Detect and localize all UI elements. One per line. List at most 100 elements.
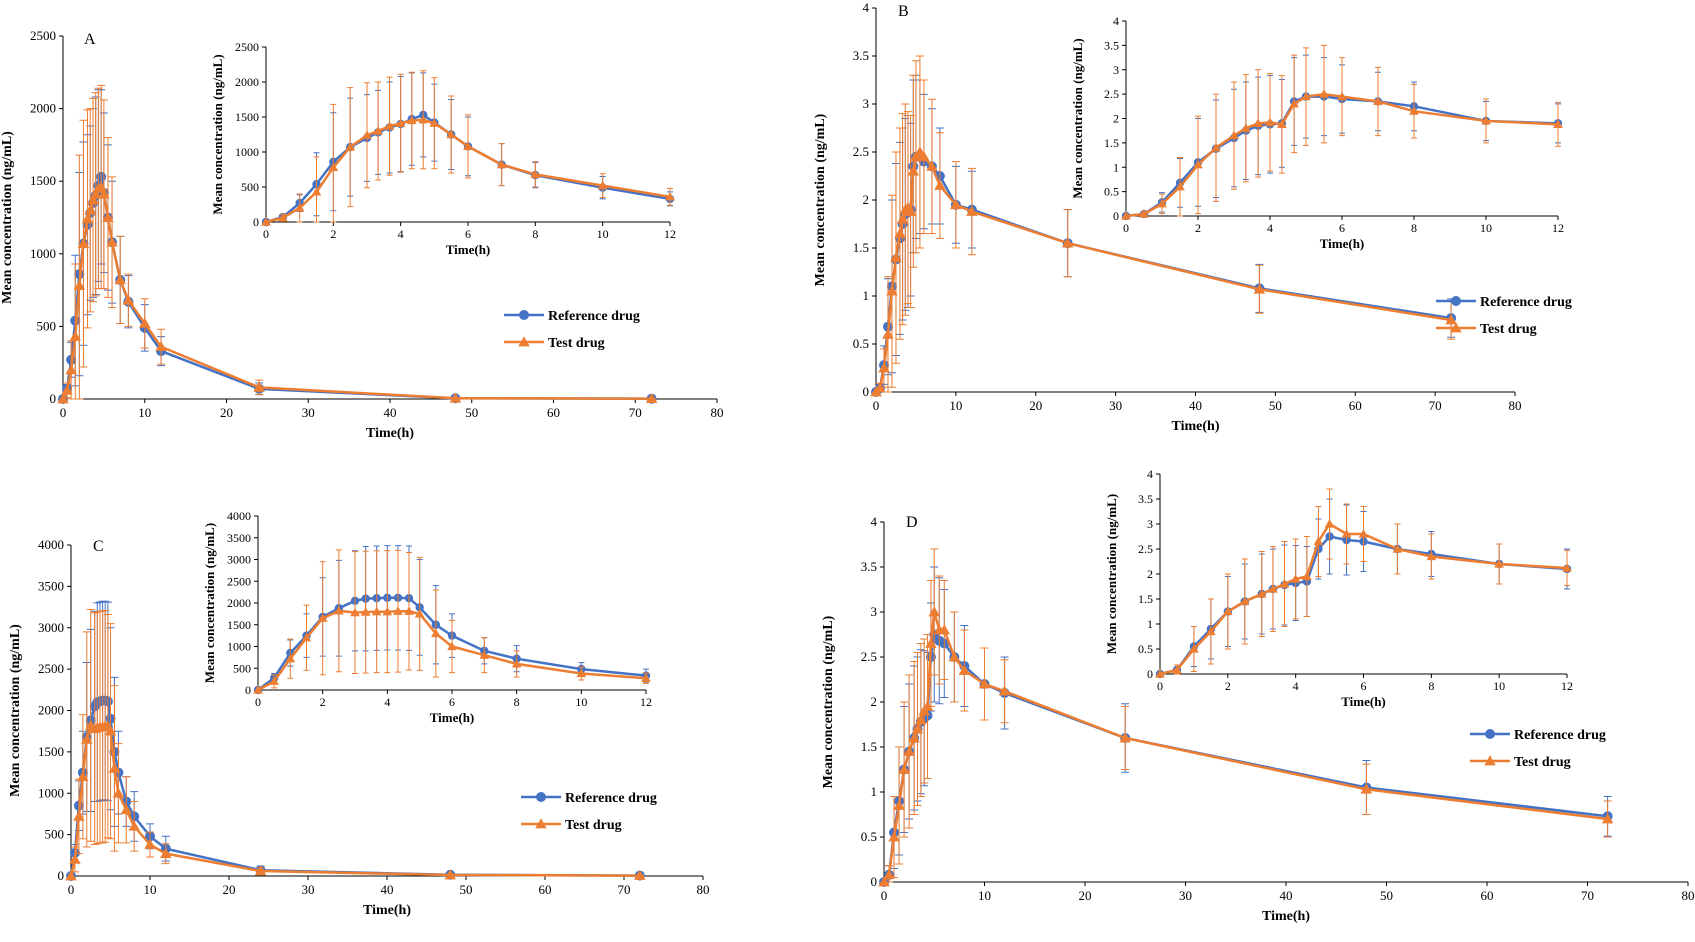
data-point	[112, 787, 125, 798]
data-point	[1358, 529, 1369, 538]
y-tick-label: 2000	[38, 703, 64, 718]
data-point	[57, 393, 69, 404]
data-point	[278, 212, 288, 222]
data-point	[429, 118, 440, 127]
x-tick-label: 0	[873, 398, 880, 413]
x-tick-label: 10	[575, 695, 587, 709]
data-point	[886, 285, 898, 296]
panel-a-inset-chart: 0 2 4 6 8 10 12 0 500 1000 1500 2000 2500 Time(h) Mean…	[210, 40, 676, 257]
y-axis-title: Mean concentration (ng/mL)	[813, 113, 828, 286]
data-point	[301, 632, 312, 642]
data-point	[1211, 142, 1221, 152]
x-tick-label: 40	[1189, 398, 1202, 413]
data-point	[1268, 584, 1278, 593]
y-tick-label: 2500	[30, 28, 56, 43]
x-axis-title: Time(h)	[1320, 236, 1365, 251]
series-reference-drug	[879, 566, 1613, 887]
data-point	[894, 227, 906, 238]
data-point	[1229, 130, 1239, 140]
data-point	[1223, 606, 1233, 616]
data-point	[373, 126, 383, 135]
x-tick-label: 40	[1280, 888, 1293, 903]
x-tick-label: 2	[320, 695, 326, 709]
y-tick-label: 2000	[30, 101, 56, 116]
data-point	[395, 118, 406, 127]
series-test-drug	[878, 548, 1614, 887]
data-point	[1313, 536, 1324, 546]
x-tick-label: 12	[1561, 679, 1573, 693]
x-tick-label: 8	[1411, 221, 1417, 235]
y-tick-label: 1.5	[853, 240, 869, 255]
x-tick-label: 6	[465, 227, 471, 241]
y-tick-label: 1000	[235, 145, 259, 159]
y-tick-label: 1.5	[1138, 592, 1153, 606]
y-axis-title: Mean concentration (ng/mL)	[1104, 494, 1119, 654]
x-tick-label: 10	[597, 227, 609, 241]
data-point	[1256, 589, 1267, 598]
data-point	[1494, 559, 1504, 568]
y-tick-label: 1500	[235, 110, 259, 124]
data-point	[89, 188, 102, 199]
data-point	[1301, 91, 1311, 101]
y-tick-label: 0.5	[853, 336, 869, 351]
data-point	[1061, 237, 1074, 248]
data-point	[73, 279, 86, 291]
data-point	[128, 820, 140, 831]
data-point	[1341, 529, 1352, 538]
y-tick-label: 4000	[227, 509, 251, 523]
x-tick-label: 80	[697, 882, 710, 897]
y-tick-label: 1	[871, 784, 878, 799]
data-point	[1175, 181, 1185, 191]
x-axis-title: Time(h)	[1172, 419, 1220, 434]
data-point	[404, 606, 414, 615]
legend-label: Test drug	[1480, 322, 1537, 337]
x-tick-label: 10	[1493, 679, 1505, 693]
data-point	[360, 607, 371, 616]
y-tick-label: 0	[863, 384, 870, 399]
x-tick-label: 50	[1269, 398, 1282, 413]
y-tick-label: 1.5	[861, 739, 877, 754]
panel-d-inset-chart: 0 2 4 6 8 10 12 0 0.5 1 1.5 2 2.5 3 3.5 4 Time(h) Mean co…	[1104, 467, 1573, 709]
data-point	[334, 606, 344, 615]
x-tick-label: 80	[711, 405, 724, 420]
y-axis-title: Mean concentration (ng/mL)	[821, 615, 836, 788]
data-point	[915, 714, 927, 725]
legend: Reference drug Test drug	[1436, 295, 1572, 337]
x-tick-label: 4	[398, 227, 404, 241]
y-tick-label: 2.5	[1104, 87, 1119, 101]
panel-letter: D	[906, 514, 918, 531]
legend-label: Reference drug	[1480, 295, 1572, 310]
y-tick-label: 2000	[235, 75, 259, 89]
x-tick-label: 50	[460, 882, 473, 897]
data-point	[958, 664, 971, 675]
x-axis-title: Time(h)	[366, 426, 414, 441]
series-test-drug	[261, 70, 675, 226]
x-tick-label: 10	[138, 405, 151, 420]
x-tick-label: 70	[629, 405, 642, 420]
y-tick-label: 3500	[227, 531, 251, 545]
data-point	[1373, 96, 1383, 106]
x-tick-label: 10	[144, 882, 157, 897]
x-tick-label: 8	[514, 695, 520, 709]
data-point	[350, 607, 360, 617]
panel-b-inset-chart: 0 2 4 6 8 10 12 0 0.5 1 1.5 2 2.5 3 3.5 4 Time(h) Mean co…	[1070, 14, 1564, 251]
y-tick-label: 3.5	[1138, 492, 1153, 506]
data-point	[908, 732, 920, 743]
data-point	[444, 869, 456, 880]
panel-b-main-chart: 0 10 20 30 40 50 60 70 8000.511.522.533.54Time(h…	[813, 0, 1572, 434]
data-point	[1445, 314, 1457, 325]
data-point	[911, 723, 924, 734]
data-point	[294, 203, 305, 212]
x-tick-label: 70	[1429, 398, 1442, 413]
data-point	[382, 606, 393, 616]
data-point	[938, 624, 951, 635]
y-tick-label: 1.5	[1104, 136, 1119, 150]
y-tick-label: 4	[1113, 14, 1119, 28]
data-point	[1324, 519, 1335, 528]
y-tick-label: 2500	[227, 574, 251, 588]
x-axis-title: Time(h)	[430, 710, 475, 725]
x-tick-label: 2	[1225, 679, 1231, 693]
x-tick-label: 20	[220, 405, 233, 420]
data-point	[1426, 551, 1437, 561]
data-point	[634, 869, 646, 880]
